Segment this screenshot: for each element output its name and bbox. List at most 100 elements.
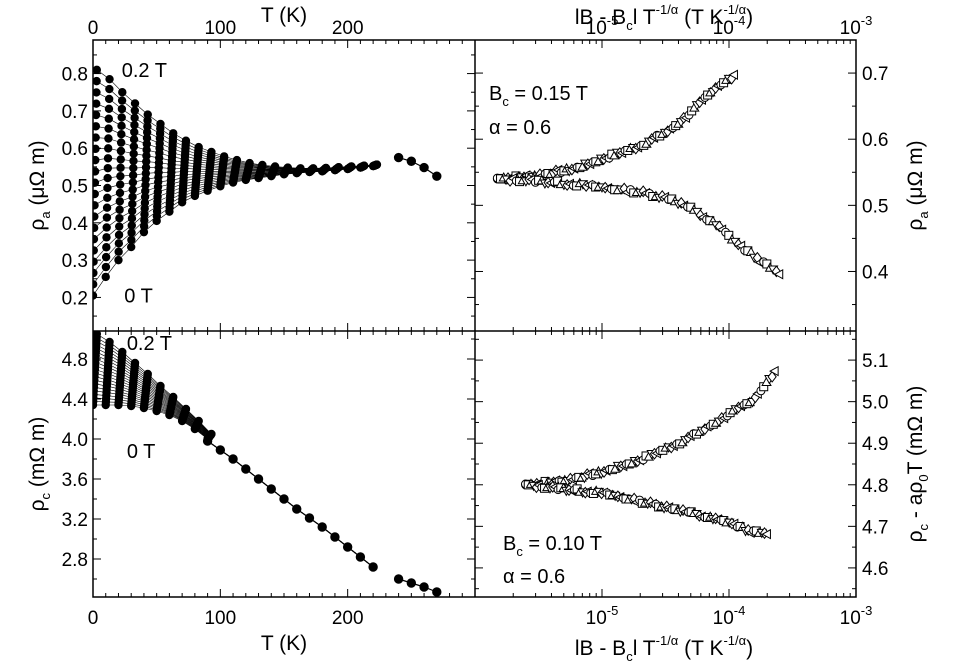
data-point <box>228 454 238 464</box>
data-point <box>105 74 114 84</box>
data-point <box>156 119 165 129</box>
annotation-field-label: 0 T <box>124 286 153 308</box>
annotation-critical-field: Bc = 0.15 T <box>489 83 588 109</box>
y-tick-label: 5.0 <box>862 393 888 414</box>
series-curve <box>93 397 374 568</box>
data-point <box>130 113 139 122</box>
x-tick-labels: 0 100 200 <box>88 608 364 629</box>
high-temperature-series <box>393 574 442 597</box>
data-point <box>194 142 203 152</box>
y-tick-label: 0.2 <box>62 288 88 309</box>
y-tick-label: 4.6 <box>862 559 888 580</box>
data-point <box>93 234 99 244</box>
data-point <box>432 171 442 181</box>
x-ticks <box>474 40 851 331</box>
data-point <box>245 158 254 168</box>
data-point <box>355 552 366 562</box>
data-point <box>115 188 125 198</box>
data-point <box>406 156 417 166</box>
data-point <box>393 152 404 163</box>
data-point <box>102 213 112 222</box>
data-point <box>93 110 101 120</box>
data-point <box>114 230 124 240</box>
x-tick-labels: 0 100 200 <box>88 18 364 39</box>
data-point <box>117 130 126 139</box>
high-temperature-line <box>398 578 438 593</box>
data-point <box>104 94 114 104</box>
y-tick-label: 0.4 <box>862 262 889 283</box>
x-ticks <box>92 40 463 331</box>
y-ticks <box>93 54 475 317</box>
panel-frames <box>92 39 857 598</box>
data-point <box>115 213 124 223</box>
x-tick-label: 200 <box>332 608 364 629</box>
series-curve <box>93 390 374 568</box>
data-point <box>105 84 114 94</box>
panel-top-right: 0.4 0.5 0.6 0.7 10-5 10-4 10-3 ρa (μΩ m) Bc = 0.… <box>474 13 931 331</box>
plot-area <box>521 365 779 540</box>
data-point <box>129 156 138 166</box>
data-point <box>93 122 101 131</box>
x-tick-labels: 10-5 10-4 10-3 <box>586 603 873 629</box>
x-tick-label: 100 <box>204 608 236 629</box>
data-point <box>638 185 648 198</box>
plot-area <box>93 331 442 597</box>
x-ticks <box>92 331 463 597</box>
y-tick-label: 4.8 <box>62 350 88 371</box>
data-point <box>767 370 777 383</box>
y-tick-label: 4.9 <box>862 434 888 455</box>
data-point <box>127 242 136 252</box>
axis-labels: T (K) T (K) lB - Bcl T-1/α (T K-1/α) lB - B… <box>261 2 753 664</box>
data-point <box>169 392 178 402</box>
plot-area <box>93 65 442 300</box>
series-curve <box>93 331 374 568</box>
data-point <box>93 99 101 108</box>
data-point <box>695 209 705 222</box>
data-point <box>93 167 100 176</box>
y-tick-label: 4.4 <box>62 390 89 411</box>
data-point <box>127 221 136 230</box>
y-tick-label: 0.7 <box>62 102 88 123</box>
data-point <box>93 257 98 266</box>
series-curve <box>93 393 374 568</box>
plot-area <box>492 69 784 280</box>
data-point <box>406 578 417 588</box>
series-curve <box>93 383 374 568</box>
data-point <box>104 134 113 143</box>
data-point <box>360 161 369 170</box>
data-point <box>115 197 125 206</box>
data-point <box>104 114 113 123</box>
data-point <box>93 280 98 289</box>
panels: 0.2 0.3 0.4 0.5 0.6 0.7 0.8 0 100 200 ρa (μΩ m) 0.2… <box>26 13 931 629</box>
top-x-axis-title-scaling: lB - Bcl T-1/α (T K-1/α) <box>575 2 753 33</box>
data-point <box>93 246 98 255</box>
data-point <box>761 528 771 540</box>
data-point <box>101 262 111 272</box>
data-point <box>93 76 101 86</box>
data-point <box>93 331 102 339</box>
data-point <box>116 146 126 156</box>
data-point <box>93 133 100 142</box>
data-point <box>102 233 111 242</box>
data-point <box>130 358 140 368</box>
data-point <box>769 365 779 377</box>
data-point <box>215 445 226 455</box>
series-curve <box>93 386 374 568</box>
data-point <box>283 163 293 172</box>
high-temperature-series <box>393 152 442 181</box>
data-point <box>241 464 251 474</box>
data-point <box>93 268 98 278</box>
y-ticks <box>475 39 856 306</box>
x-tick-label: 0 <box>88 18 99 39</box>
data-point <box>130 120 139 130</box>
data-point <box>104 104 114 114</box>
data-point <box>115 222 124 231</box>
series-line <box>96 69 378 169</box>
data-point <box>115 205 124 214</box>
panel-top-left: 0.2 0.3 0.4 0.5 0.6 0.7 0.8 0 100 200 ρa (μΩ m) 0.2… <box>26 18 475 331</box>
upper-branch <box>492 69 738 185</box>
annotation-critical-field: Bc = 0.10 T <box>503 533 602 559</box>
data-point <box>321 163 331 173</box>
series-curve <box>93 65 382 173</box>
data-point <box>347 162 356 171</box>
